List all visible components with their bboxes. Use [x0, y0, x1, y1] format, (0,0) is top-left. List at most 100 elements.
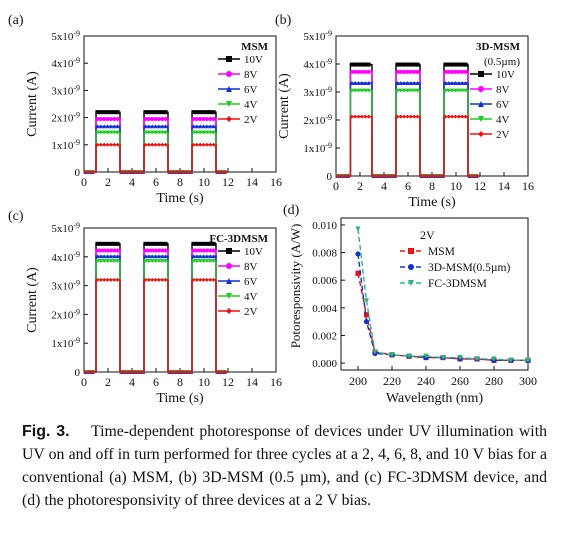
legend-label: 4V — [496, 114, 510, 126]
data-point — [163, 254, 168, 259]
data-point — [363, 114, 368, 119]
data-point — [201, 277, 206, 282]
series-line-6V — [336, 82, 480, 177]
data-point — [204, 130, 209, 135]
data-point — [137, 370, 142, 374]
data-point — [112, 241, 117, 246]
data-point — [456, 69, 461, 74]
data-point — [211, 277, 216, 282]
data-point — [353, 81, 358, 86]
data-point — [474, 174, 479, 178]
data-point — [191, 124, 196, 129]
data-point — [156, 142, 161, 147]
data-point — [112, 248, 117, 253]
data-point — [115, 116, 120, 121]
data-point — [463, 62, 468, 67]
data-point — [463, 114, 468, 119]
data-point — [430, 174, 435, 178]
data-point — [98, 241, 103, 246]
data-point — [191, 259, 196, 264]
data-point — [208, 116, 213, 121]
data-point — [460, 69, 465, 74]
data-point — [491, 356, 497, 362]
figure-caption: Fig. 3. Time-dependent photoresponse of … — [22, 420, 547, 512]
data-point — [201, 116, 206, 121]
legend-label: 2V — [496, 129, 510, 141]
series-line-2V — [84, 144, 228, 173]
legend-label: 4V — [244, 291, 258, 303]
legend-marker — [478, 71, 484, 77]
data-point — [353, 88, 358, 93]
panel-c: (c) 0 2 4 6 8 10 12 14 16 0 1x10-9 2x10-9 3x10-9 4x10-… — [8, 209, 282, 406]
data-point — [412, 62, 417, 67]
data-point — [408, 81, 413, 86]
data-point — [437, 174, 442, 178]
y-axis-label: Potoresponsivity (A/W) — [288, 224, 303, 349]
data-point — [146, 110, 151, 115]
x-tick-label: 300 — [519, 374, 537, 388]
data-point — [95, 259, 100, 264]
legend-marker — [226, 71, 232, 77]
data-point — [160, 130, 165, 135]
data-point — [443, 88, 448, 93]
chart-subtitle: (0.5µm) — [484, 56, 520, 68]
data-point — [98, 110, 103, 115]
data-point — [191, 130, 196, 135]
data-point — [211, 254, 216, 259]
legend-marker — [408, 248, 414, 254]
x-tick-label: 6 — [405, 179, 411, 193]
data-point — [153, 277, 158, 282]
data-point — [146, 248, 151, 253]
data-point — [191, 142, 196, 147]
data-point — [108, 254, 113, 259]
data-point — [456, 114, 461, 119]
data-point — [201, 130, 206, 135]
data-point — [119, 370, 124, 374]
data-point — [143, 130, 148, 135]
data-point — [398, 69, 403, 74]
plot-frame — [340, 217, 529, 371]
data-point — [356, 62, 361, 67]
data-point — [446, 114, 451, 119]
data-point — [402, 69, 407, 74]
data-point — [460, 88, 465, 93]
data-point — [134, 170, 138, 174]
data-point — [98, 142, 103, 147]
data-point — [194, 254, 199, 259]
data-point — [95, 248, 100, 253]
y-tick-label: 0 — [75, 367, 81, 379]
data-point — [143, 254, 148, 259]
data-point — [156, 124, 161, 129]
data-point — [450, 69, 455, 74]
y-tick-label: 1x10-9 — [51, 336, 80, 350]
data-point — [208, 110, 213, 115]
data-point — [463, 69, 468, 74]
data-point — [201, 248, 206, 253]
data-point — [153, 254, 158, 259]
data-point — [143, 116, 148, 121]
data-point — [434, 174, 438, 178]
data-point — [163, 241, 168, 246]
y-tick-label: 1x10-9 — [303, 141, 332, 155]
data-point — [389, 352, 395, 358]
data-point — [141, 370, 145, 374]
data-point — [115, 142, 120, 147]
x-tick-label: 0 — [81, 375, 87, 389]
data-point — [98, 277, 103, 282]
data-point — [211, 259, 216, 264]
y-tick-label: 0 — [75, 167, 81, 179]
data-point — [153, 248, 158, 253]
data-point — [156, 241, 161, 246]
data-point — [108, 259, 113, 264]
x-axis-label: Wavelength (nm) — [386, 391, 484, 406]
x-tick-label: 10 — [198, 375, 210, 389]
data-point — [412, 81, 417, 86]
x-tick-label: 4 — [129, 375, 135, 389]
data-point — [178, 170, 183, 174]
data-point — [150, 241, 155, 246]
data-point — [156, 248, 161, 253]
data-point — [412, 69, 417, 74]
data-point — [508, 357, 514, 363]
x-tick-label: 16 — [270, 175, 282, 189]
data-point — [423, 174, 427, 178]
